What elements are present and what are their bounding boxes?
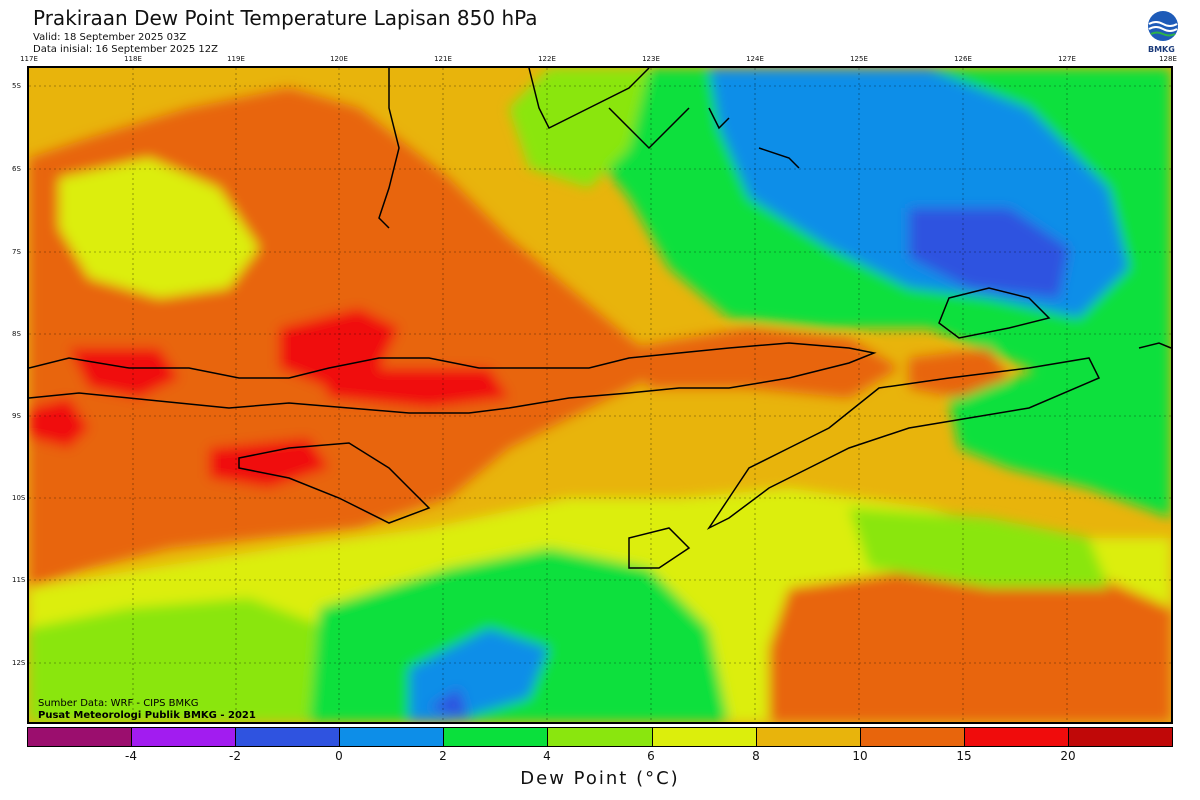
colorbar-tick: -4 [125, 749, 137, 763]
colorbar-title: Dew Point (°C) [520, 768, 680, 789]
colorbar-tick: -2 [229, 749, 241, 763]
lat-label: 8S [12, 330, 21, 338]
lat-label: 6S [12, 165, 21, 173]
colorbar-tick: 6 [647, 749, 655, 763]
colorbar-tick: 20 [1060, 749, 1076, 763]
lon-label: 121E [434, 55, 452, 63]
color-bin [652, 728, 757, 746]
valid-time: Valid: 18 September 2025 03Z [33, 32, 187, 43]
color-bin [444, 728, 549, 746]
bmkg-logo [1148, 11, 1178, 41]
lon-label: 126E [954, 55, 972, 63]
lat-label: 11S [12, 576, 26, 584]
lon-label: 123E [642, 55, 660, 63]
map-title: Prakiraan Dew Point Temperature Lapisan … [33, 6, 538, 30]
lat-label: 10S [12, 494, 26, 502]
lon-label: 122E [538, 55, 556, 63]
color-bin [236, 728, 341, 746]
color-bar [27, 727, 1173, 747]
logo-text: BMKG [1148, 45, 1175, 54]
init-time: Data inisial: 16 September 2025 12Z [33, 44, 218, 55]
lon-label: 120E [330, 55, 348, 63]
color-bin [756, 728, 861, 746]
lat-label: 9S [12, 412, 21, 420]
publisher: Pusat Meteorologi Publik BMKG - 2021 [38, 710, 256, 721]
colorbar-tick: 15 [956, 749, 972, 763]
lat-label: 5S [12, 82, 21, 90]
color-bin [1068, 728, 1173, 746]
color-bin [860, 728, 965, 746]
colorbar-tick: 4 [543, 749, 551, 763]
lon-label: 125E [850, 55, 868, 63]
map-field [29, 68, 1171, 722]
color-bin [28, 728, 133, 746]
color-bin [964, 728, 1069, 746]
colorbar-tick: 10 [852, 749, 868, 763]
colorbar-tick: 8 [752, 749, 760, 763]
color-bin [340, 728, 445, 746]
lon-label: 128E [1159, 55, 1177, 63]
color-bin [132, 728, 237, 746]
color-bin [548, 728, 653, 746]
colorbar-tick: 0 [335, 749, 343, 763]
lat-label: 7S [12, 248, 21, 256]
colorbar-tick: 2 [439, 749, 447, 763]
dew-point-map [27, 66, 1173, 724]
data-source: Sumber Data: WRF - CIPS BMKG [38, 698, 199, 709]
lon-label: 118E [124, 55, 142, 63]
lat-label: 12S [12, 659, 26, 667]
lon-label: 124E [746, 55, 764, 63]
lon-label: 119E [227, 55, 245, 63]
lon-label: 127E [1058, 55, 1076, 63]
lon-label: 117E [20, 55, 38, 63]
